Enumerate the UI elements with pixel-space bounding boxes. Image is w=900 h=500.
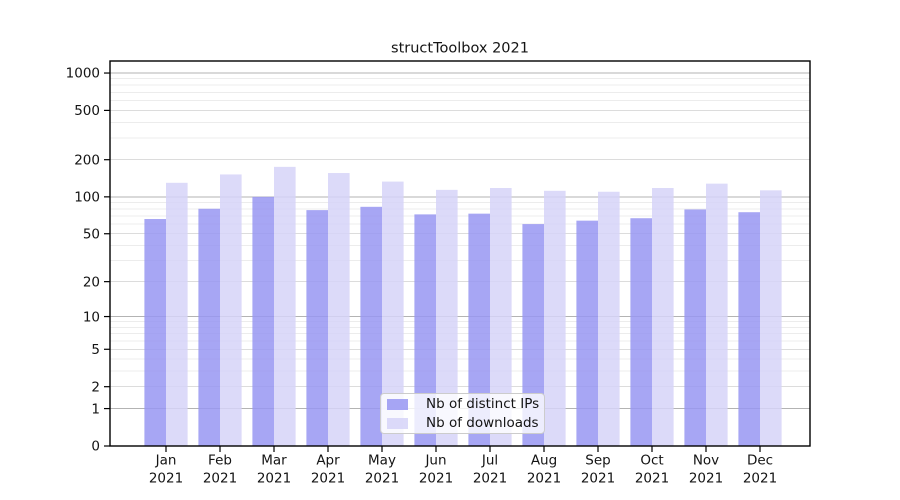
bar-distinct-ips-feb — [198, 208, 220, 446]
x-tick-label-month: Feb — [208, 453, 232, 469]
bar-downloads-jan — [166, 182, 188, 446]
bar-downloads-sep — [598, 191, 620, 446]
y-tick-label: 500 — [74, 103, 100, 119]
bar-downloads-oct — [652, 188, 674, 446]
y-tick-label: 50 — [83, 226, 100, 242]
bar-distinct-ips-nov — [684, 209, 706, 446]
y-tick-label: 2 — [91, 379, 100, 395]
x-tick-label-month: May — [368, 453, 396, 469]
x-tick-label-month: Apr — [316, 453, 340, 469]
bar-distinct-ips-dec — [738, 212, 760, 446]
x-tick-label-month: Mar — [261, 453, 287, 469]
x-tick-label-year: 2021 — [527, 471, 561, 487]
bar-downloads-mar — [274, 166, 296, 446]
y-tick-label: 0 — [91, 439, 100, 455]
bar-distinct-ips-oct — [630, 218, 652, 446]
x-tick-label-month: Sep — [585, 453, 610, 469]
x-tick-label-year: 2021 — [149, 471, 183, 487]
y-tick-label: 10 — [83, 309, 100, 325]
plot-frame — [109, 60, 811, 447]
x-tick-label-month: Nov — [693, 453, 719, 469]
y-tick-label: 100 — [74, 190, 100, 206]
legend-item-distinct-ips: Nb of distinct IPs — [381, 395, 544, 414]
bar-distinct-ips-jul — [468, 213, 490, 446]
chart-title: structToolbox 2021 — [391, 41, 529, 57]
x-tick-label-month: Oct — [640, 453, 663, 469]
y-tick-label: 5 — [91, 342, 100, 358]
bar-downloads-jun — [436, 189, 458, 446]
x-tick-label-year: 2021 — [743, 471, 777, 487]
x-axis-ticks: Jan 2021 Feb 2021 Mar 2021 Apr 2021 May 2021 Jun 20… — [149, 446, 777, 487]
legend-swatch-distinct-ips — [387, 398, 408, 410]
bar-downloads-jul — [490, 188, 512, 446]
legend-item-downloads: Nb of downloads — [381, 414, 544, 433]
x-tick-label-year: 2021 — [473, 471, 507, 487]
bar-distinct-ips-may — [360, 206, 382, 446]
bar-distinct-ips-sep — [576, 220, 598, 446]
bar-distinct-ips-apr — [306, 210, 328, 446]
x-tick-label-year: 2021 — [419, 471, 453, 487]
x-tick-label-year: 2021 — [635, 471, 669, 487]
legend: Nb of distinct IPs Nb of downloads — [380, 393, 545, 434]
bar-downloads-feb — [220, 174, 242, 446]
x-tick-label-month: Jun — [424, 453, 446, 469]
x-tick-label-month: Aug — [531, 453, 557, 469]
y-tick-label: 1 — [91, 401, 100, 417]
y-axis-ticks: 0 1 2 5 10 20 50 100 200 500 1000 — [66, 66, 110, 455]
bar-downloads-nov — [706, 183, 728, 447]
x-tick-label-year: 2021 — [257, 471, 291, 487]
x-tick-label-month: Jan — [155, 453, 177, 469]
x-tick-label-year: 2021 — [581, 471, 615, 487]
bar-downloads-aug — [544, 190, 566, 446]
y-tick-label: 1000 — [66, 66, 100, 82]
legend-label-distinct-ips: Nb of distinct IPs — [426, 395, 540, 412]
x-tick-label-month: Dec — [747, 453, 773, 469]
bar-distinct-ips-mar — [252, 196, 274, 446]
bar-distinct-ips-jan — [144, 219, 166, 446]
x-tick-label-year: 2021 — [365, 471, 399, 487]
y-tick-label: 20 — [83, 274, 100, 290]
x-tick-label-year: 2021 — [203, 471, 237, 487]
legend-label-downloads: Nb of downloads — [426, 414, 539, 431]
bar-downloads-may — [382, 181, 404, 446]
x-tick-label-month: Jul — [481, 453, 498, 469]
bars-group — [144, 166, 782, 447]
bar-downloads-apr — [328, 173, 350, 446]
bar-distinct-ips-jun — [414, 214, 436, 446]
bar-distinct-ips-aug — [522, 224, 544, 446]
x-tick-label-year: 2021 — [689, 471, 723, 487]
x-tick-label-year: 2021 — [311, 471, 345, 487]
bar-downloads-dec — [760, 190, 782, 446]
legend-swatch-downloads — [387, 417, 408, 429]
y-tick-label: 200 — [74, 152, 100, 168]
